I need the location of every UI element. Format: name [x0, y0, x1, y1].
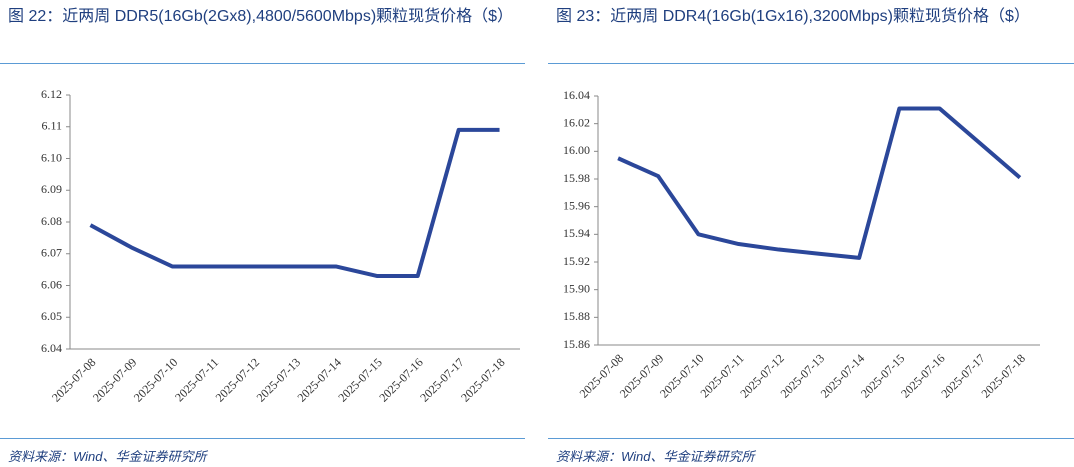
y-tick-label: 16.04 [563, 88, 590, 102]
chart-title: 图 22：近两周 DDR5(16Gb(2Gx8),4800/5600Mbps)颗… [8, 8, 514, 25]
title-rule [548, 63, 1074, 64]
y-tick-label: 16.02 [563, 115, 590, 129]
y-tick-label: 6.08 [41, 214, 62, 228]
x-tick-label: 2025-07-10 [131, 355, 180, 404]
chart-panel: 图 22：近两周 DDR5(16Gb(2Gx8),4800/5600Mbps)颗… [0, 0, 525, 467]
y-tick-label: 15.98 [563, 171, 590, 185]
y-tick-label: 15.92 [563, 254, 590, 268]
y-tick-label: 16.00 [563, 143, 590, 157]
source-note: 资料来源：Wind、华金证券研究所 [556, 449, 755, 464]
y-tick-label: 6.10 [41, 150, 62, 164]
y-tick-label: 6.07 [41, 246, 62, 260]
y-tick-label: 15.94 [563, 226, 590, 240]
y-tick-label: 6.11 [41, 119, 62, 133]
y-tick-label: 6.12 [41, 87, 62, 101]
title-rule [0, 63, 525, 64]
data-line [617, 106, 1022, 260]
x-tick-label: 2025-07-18 [978, 351, 1027, 400]
chart-panel: 图 23：近两周 DDR4(16Gb(1Gx16),3200Mbps)颗粒现货价… [548, 0, 1074, 467]
x-tick-label: 2025-07-18 [458, 355, 507, 404]
y-tick-label: 15.96 [563, 198, 590, 212]
footer-rule [548, 438, 1074, 439]
footer-rule [0, 438, 525, 439]
y-tick-label: 15.86 [563, 337, 590, 351]
y-tick-label: 6.09 [41, 182, 62, 196]
y-tick-label: 15.88 [563, 309, 590, 323]
data-line [89, 127, 500, 278]
y-tick-label: 6.04 [41, 341, 62, 355]
chart-title: 图 23：近两周 DDR4(16Gb(1Gx16),3200Mbps)颗粒现货价… [556, 8, 1030, 25]
source-note: 资料来源：Wind、华金证券研究所 [8, 449, 207, 464]
y-tick-label: 15.90 [563, 281, 590, 295]
chart: 6.04 6.05 6.06 6.07 6.08 6.09 6.10 6.11 6.12 2025… [41, 87, 520, 405]
y-tick-label: 6.05 [41, 309, 62, 323]
y-tick-label: 6.06 [41, 277, 62, 291]
chart: 15.86 15.88 15.90 15.92 15.94 15.96 15.98 16.00… [563, 88, 1040, 401]
